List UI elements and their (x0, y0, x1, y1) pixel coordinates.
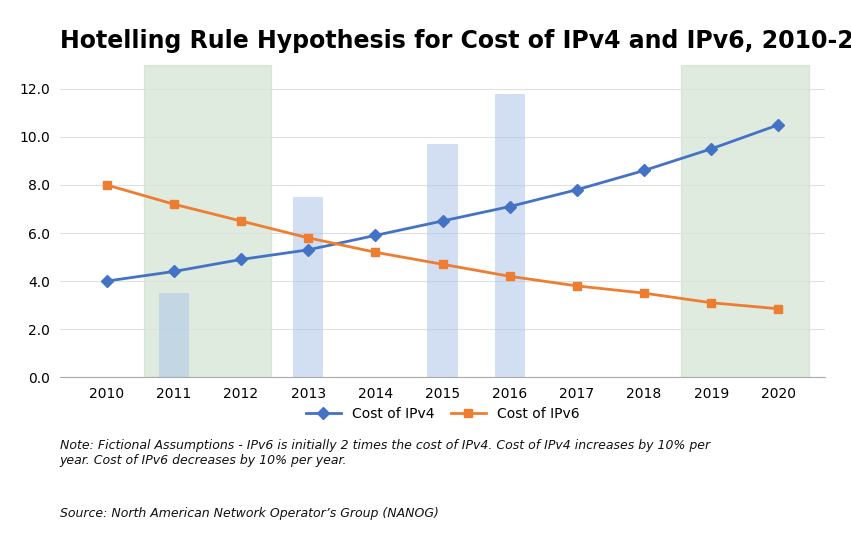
Bar (293, 197, 323, 377)
Cost of IPv4 (774, 122, 784, 128)
Line: Cost of IPv4: Cost of IPv4 (102, 121, 783, 285)
Cost of IPv4 (505, 203, 515, 210)
Text: Hotelling Rule Hypothesis for Cost of IPv4 and IPv6, 2010-2020: Hotelling Rule Hypothesis for Cost of IP… (60, 29, 851, 53)
Bar (158, 293, 189, 377)
Legend: Cost of IPv4, Cost of IPv6: Cost of IPv4, Cost of IPv6 (300, 402, 585, 427)
Cost of IPv6 (505, 273, 515, 280)
Bar (494, 94, 525, 377)
Cost of IPv6 (639, 290, 649, 296)
Cost of IPv6 (706, 300, 717, 306)
Cost of IPv6 (370, 249, 380, 255)
Cost of IPv6 (774, 306, 784, 312)
Cost of IPv4 (236, 256, 246, 262)
Cost of IPv6 (437, 261, 448, 267)
Cost of IPv4 (101, 278, 111, 285)
Cost of IPv6 (101, 182, 111, 188)
Cost of IPv4 (572, 186, 582, 193)
Cost of IPv4 (370, 232, 380, 239)
Cost of IPv6 (572, 282, 582, 289)
Bar (427, 144, 458, 377)
Cost of IPv4 (168, 268, 179, 275)
Text: Note: Fictional Assumptions - IPv6 is initially 2 times the cost of IPv4. Cost o: Note: Fictional Assumptions - IPv6 is in… (60, 439, 710, 467)
Cost of IPv4 (706, 146, 717, 152)
Cost of IPv4 (437, 218, 448, 224)
Cost of IPv6 (303, 234, 313, 241)
Line: Cost of IPv6: Cost of IPv6 (102, 181, 783, 313)
Bar (681, 65, 808, 377)
Cost of IPv4 (303, 247, 313, 253)
Bar (144, 65, 271, 377)
Text: Source: North American Network Operator’s Group (NANOG): Source: North American Network Operator’… (60, 507, 438, 520)
Cost of IPv4 (639, 167, 649, 174)
Cost of IPv6 (168, 201, 179, 208)
Cost of IPv6 (236, 218, 246, 224)
